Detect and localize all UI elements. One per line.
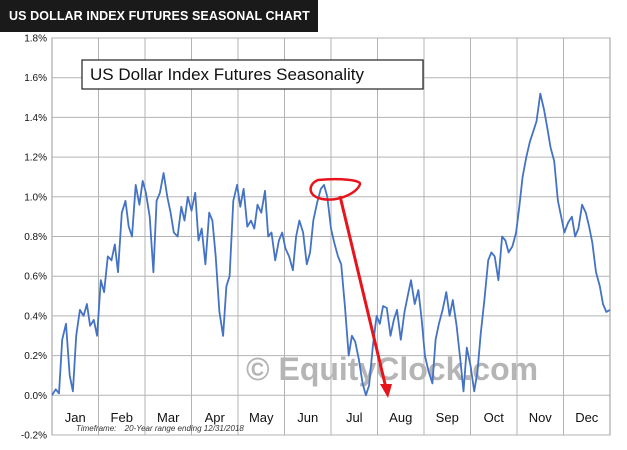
x-tick-label: Feb xyxy=(111,410,133,425)
y-tick-label: 1.2% xyxy=(24,153,47,164)
x-tick-label: Jul xyxy=(346,410,363,425)
x-tick-label: Mar xyxy=(157,410,180,425)
decline-arrow-line xyxy=(338,195,388,389)
x-tick-label: Jun xyxy=(297,410,318,425)
x-tick-label: Dec xyxy=(575,410,599,425)
seasonal-line-series xyxy=(51,92,611,397)
y-tick-label: 1.0% xyxy=(24,192,47,203)
y-tick-label: 0.2% xyxy=(24,351,47,362)
peak-circle-annotation xyxy=(309,177,362,201)
x-tick-label: Nov xyxy=(529,410,553,425)
decline-arrow-head xyxy=(380,384,392,398)
x-tick-label: Apr xyxy=(205,410,226,425)
decline-annotation xyxy=(309,177,392,398)
y-tick-label: 1.4% xyxy=(24,113,47,124)
y-tick-label: 0.6% xyxy=(24,272,47,283)
y-tick-label: 0.0% xyxy=(24,391,47,402)
chart-inset-title: US Dollar Index Futures Seasonality xyxy=(90,65,365,84)
x-tick-label: Jan xyxy=(65,410,86,425)
watermark-text: © EquityClock.com xyxy=(246,351,538,387)
x-tick-label: Aug xyxy=(389,410,412,425)
x-tick-label: May xyxy=(249,410,274,425)
seasonality-inset-box: US Dollar Index Futures Seasonality xyxy=(81,59,424,90)
x-tick-label: Oct xyxy=(484,410,505,425)
x-axis-month-labels: Jan Feb Mar Apr May Jun Jul Aug Sep Oct Nov Dec xyxy=(65,410,599,425)
footnote-text: 20-Year range ending 12/31/2018 xyxy=(124,424,245,433)
y-tick-label: -0.2% xyxy=(21,431,47,442)
footnote-label: Timeframe: xyxy=(76,424,116,433)
y-tick-label: 1.6% xyxy=(24,73,47,84)
x-tick-label: Sep xyxy=(436,410,459,425)
y-tick-label: 0.8% xyxy=(24,232,47,243)
footnote: Timeframe: 20-Year range ending 12/31/20… xyxy=(76,424,244,433)
y-axis-tick-labels: 1.8% 1.6% 1.4% 1.2% 1.0% 0.8% 0.6% 0.4% 0.2% 0.0%… xyxy=(21,34,47,442)
chart-header-title: US DOLLAR INDEX FUTURES SEASONAL CHART xyxy=(0,0,318,32)
y-tick-label: 0.4% xyxy=(24,311,47,322)
y-tick-label: 1.8% xyxy=(24,34,47,45)
